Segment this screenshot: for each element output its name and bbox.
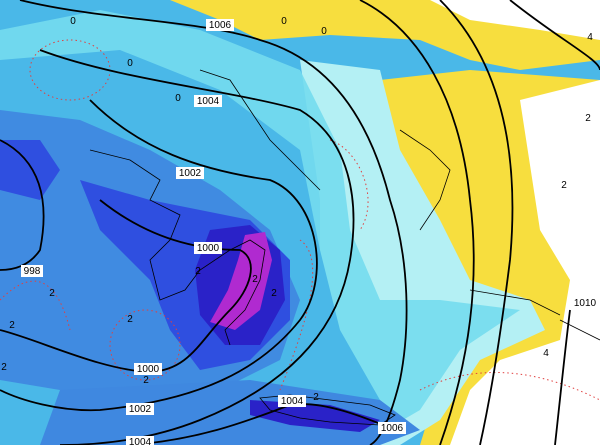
isobar-label-box <box>378 422 406 434</box>
isobar-labels: 1006 1004 1002 1000 998 1000 1002 1004 1004 1006 1… <box>21 19 599 445</box>
contour-label: 0 <box>321 26 327 37</box>
isobar-label-box <box>571 297 599 309</box>
contour-label: 4 <box>587 32 593 43</box>
isobar-label-box <box>278 395 306 407</box>
contour-label: 2 <box>49 288 55 299</box>
isobar-998 <box>0 139 45 271</box>
mid-blue-south <box>40 380 420 445</box>
isobar-label: 1004 <box>281 396 304 407</box>
isobar-label-box <box>134 363 162 375</box>
isobar-label: 1000 <box>197 243 220 254</box>
isobar-east-2 <box>439 0 514 445</box>
isobar-1010-south <box>554 309 571 445</box>
white-area-southeast <box>450 80 600 445</box>
contour-label: 2 <box>1 362 7 373</box>
isobar-label: 1006 <box>381 423 404 434</box>
isobar-label-box <box>176 167 204 179</box>
isobar-label: 1002 <box>129 404 152 415</box>
contour-label: 2 <box>195 266 201 277</box>
isobar-label: 1002 <box>179 168 202 179</box>
isobar-label-box <box>126 403 154 415</box>
isobar-label: 998 <box>24 266 41 277</box>
contour-label: 2 <box>143 375 149 386</box>
isobar-label-box <box>194 242 222 254</box>
contour-label: 2 <box>561 180 567 191</box>
blue-west <box>0 140 60 200</box>
isobar-1002 <box>0 99 318 412</box>
contour-label: 0 <box>175 93 181 104</box>
magenta-core <box>210 232 272 330</box>
contour-label: 2 <box>585 113 591 124</box>
contour-label: 2 <box>127 314 133 325</box>
contour-label: 2 <box>252 274 258 285</box>
contour-label: 4 <box>543 348 549 359</box>
contour-label: 0 <box>70 16 76 27</box>
isobar-label-box <box>126 436 154 445</box>
isobar-label: 1010 <box>574 298 597 309</box>
contour-label: 2 <box>9 320 15 331</box>
isobar-label: 1004 <box>129 437 152 445</box>
isobar-label: 1006 <box>209 20 232 31</box>
isobar-label: 1004 <box>197 96 220 107</box>
contour-label: 2 <box>271 288 277 299</box>
isobar-label-box <box>21 265 43 277</box>
isobar-label-box <box>194 95 222 107</box>
contour-label: 2 <box>313 392 319 403</box>
contour-labels: 0 0 0 0 0 2 2 2 2 2 2 2 2 2 2 2 4 4 <box>1 16 593 403</box>
isobar-1006-east <box>359 0 475 445</box>
isobar-1004-north <box>39 49 355 445</box>
contour-label: 0 <box>281 16 287 27</box>
isobar-1010 <box>509 0 600 71</box>
isobar-label-box <box>206 19 234 31</box>
isobar-1006-north <box>19 0 408 445</box>
isobar-label: 1000 <box>137 364 160 375</box>
white-area-northeast <box>430 0 600 40</box>
isobar-1000 <box>0 199 252 373</box>
contour-label: 0 <box>127 58 133 69</box>
